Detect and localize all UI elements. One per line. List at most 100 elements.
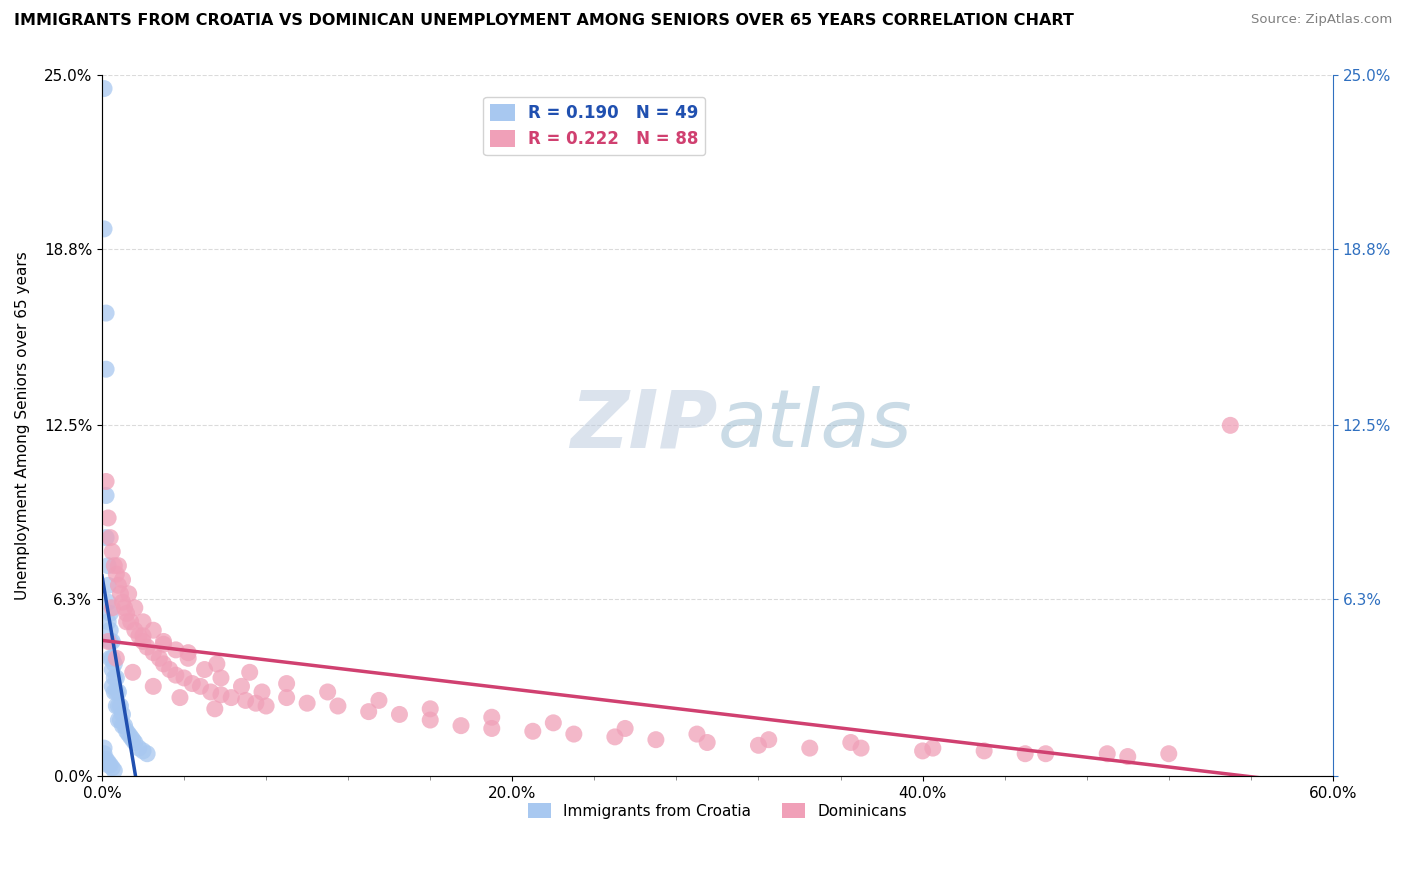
Point	[93, 741, 115, 756]
Point	[98, 624, 121, 638]
Point	[193, 663, 215, 677]
Point	[136, 640, 159, 654]
Point	[152, 637, 174, 651]
Point	[98, 651, 121, 665]
Point	[603, 730, 626, 744]
Point	[97, 511, 120, 525]
Point	[177, 651, 200, 665]
Point	[93, 222, 115, 236]
Point	[94, 306, 117, 320]
Point	[205, 657, 228, 671]
Point	[326, 698, 349, 713]
Point	[98, 758, 121, 772]
Point	[111, 719, 134, 733]
Point	[97, 578, 120, 592]
Point	[1014, 747, 1036, 761]
Point	[118, 727, 141, 741]
Point	[94, 531, 117, 545]
Point	[173, 671, 195, 685]
Point	[276, 676, 298, 690]
Point	[124, 735, 146, 749]
Point	[419, 702, 441, 716]
Point	[115, 607, 138, 621]
Point	[254, 698, 277, 713]
Point	[103, 764, 125, 778]
Point	[839, 735, 862, 749]
Point	[388, 707, 411, 722]
Point	[97, 634, 120, 648]
Text: IMMIGRANTS FROM CROATIA VS DOMINICAN UNEMPLOYMENT AMONG SENIORS OVER 65 YEARS CO: IMMIGRANTS FROM CROATIA VS DOMINICAN UNE…	[14, 13, 1074, 29]
Point	[295, 696, 318, 710]
Point	[148, 651, 170, 665]
Point	[103, 685, 125, 699]
Point	[107, 578, 129, 592]
Point	[101, 600, 124, 615]
Point	[103, 558, 125, 573]
Point	[132, 744, 155, 758]
Point	[481, 710, 503, 724]
Point	[111, 595, 134, 609]
Point	[849, 741, 872, 756]
Text: Source: ZipAtlas.com: Source: ZipAtlas.com	[1251, 13, 1392, 27]
Point	[1097, 747, 1119, 761]
Point	[97, 758, 120, 772]
Point	[101, 651, 124, 665]
Point	[209, 671, 232, 685]
Point	[93, 81, 115, 95]
Point	[1035, 747, 1057, 761]
Point	[204, 702, 226, 716]
Point	[1219, 418, 1241, 433]
Point	[115, 724, 138, 739]
Point	[142, 624, 165, 638]
Point	[190, 679, 212, 693]
Point	[107, 558, 129, 573]
Point	[644, 732, 666, 747]
Point	[136, 747, 159, 761]
Point	[1157, 747, 1180, 761]
Point	[111, 707, 134, 722]
Point	[747, 739, 769, 753]
Point	[107, 698, 129, 713]
Legend: Immigrants from Croatia, Dominicans: Immigrants from Croatia, Dominicans	[522, 797, 912, 825]
Point	[114, 600, 136, 615]
Point	[231, 679, 253, 693]
Point	[132, 629, 155, 643]
Y-axis label: Unemployment Among Seniors over 65 years: Unemployment Among Seniors over 65 years	[15, 251, 30, 599]
Point	[94, 475, 117, 489]
Point	[165, 668, 187, 682]
Point	[245, 696, 267, 710]
Point	[200, 685, 222, 699]
Point	[97, 595, 120, 609]
Point	[124, 624, 146, 638]
Point	[543, 715, 565, 730]
Point	[368, 693, 391, 707]
Point	[128, 629, 150, 643]
Point	[142, 646, 165, 660]
Point	[276, 690, 298, 705]
Point	[94, 362, 117, 376]
Point	[101, 544, 124, 558]
Point	[165, 643, 187, 657]
Point	[121, 732, 143, 747]
Point	[181, 676, 204, 690]
Point	[121, 665, 143, 680]
Point	[1116, 749, 1139, 764]
Point	[562, 727, 585, 741]
Point	[105, 567, 128, 582]
Point	[250, 685, 273, 699]
Point	[799, 741, 821, 756]
Point	[105, 685, 128, 699]
Point	[105, 651, 128, 665]
Point	[419, 713, 441, 727]
Point	[239, 665, 262, 680]
Point	[481, 722, 503, 736]
Point	[97, 755, 120, 769]
Point	[522, 724, 544, 739]
Point	[316, 685, 339, 699]
Point	[235, 693, 257, 707]
Point	[94, 755, 117, 769]
Point	[152, 657, 174, 671]
Point	[114, 719, 136, 733]
Point	[111, 573, 134, 587]
Point	[93, 747, 115, 761]
